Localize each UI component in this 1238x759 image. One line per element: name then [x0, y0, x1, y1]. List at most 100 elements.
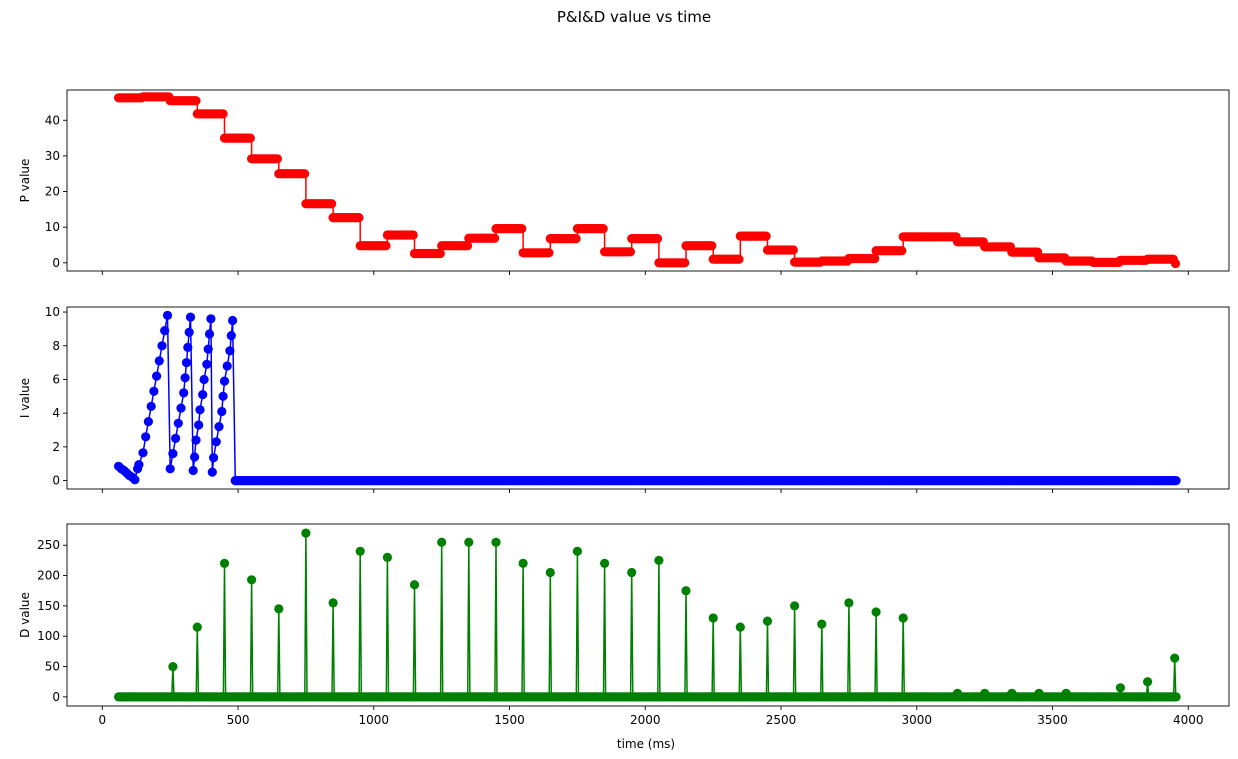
y-tick-label: 0 [52, 690, 60, 704]
d-data-point [274, 604, 284, 614]
d-value-subplot: 0 500 1000 1500 2000 2500 3000 3500 4000 0 50 100 15… [18, 523, 1230, 727]
d-y-axis-label: D value [18, 592, 32, 638]
i-data-point [138, 448, 148, 458]
i-data-point [143, 417, 153, 427]
i-data-point [226, 331, 236, 341]
d-data-point [600, 558, 610, 569]
i-data-point [134, 460, 144, 470]
x-tick-label: 2500 [766, 713, 797, 727]
y-tick-label: 150 [37, 599, 60, 613]
p-data-point [517, 224, 527, 234]
i-data-point [209, 453, 219, 463]
d-data-point [790, 601, 800, 611]
d-data-point [762, 616, 773, 626]
i-data-point [181, 358, 192, 368]
d-data-point [817, 619, 827, 629]
d-data-point [247, 575, 257, 585]
p-data-point [598, 224, 608, 234]
p-data-point [435, 248, 445, 259]
d-data-point [1061, 688, 1071, 698]
p-data-point [272, 154, 282, 164]
d-data-point [572, 546, 583, 556]
y-tick-label: 30 [45, 149, 60, 163]
y-tick-label: 10 [45, 220, 60, 234]
d-data-point [681, 586, 691, 596]
d-data-point [1115, 683, 1125, 693]
p-data-point [191, 96, 201, 106]
x-tick-label: 3000 [902, 713, 933, 727]
p-data-point [571, 234, 581, 244]
y-tick-label: 250 [37, 538, 60, 552]
d-data-point [1007, 688, 1017, 698]
i-data-point [214, 422, 224, 432]
i-data-point [219, 376, 230, 386]
d-data-point [735, 622, 745, 632]
i-series [114, 310, 1181, 486]
i-data-point [207, 467, 217, 477]
d-data-point [1034, 688, 1044, 698]
d-data-point [437, 537, 447, 547]
y-tick-label: 0 [52, 474, 60, 488]
d-data-point [192, 622, 202, 632]
x-tick-label: 3500 [1037, 713, 1068, 727]
p-data-point [490, 233, 500, 243]
d-data-point [301, 528, 311, 538]
y-tick-label: 6 [52, 372, 60, 386]
d-data-point [545, 567, 555, 578]
i-data-point [152, 371, 162, 381]
d-data-point [219, 558, 230, 569]
d-data-point [1170, 653, 1180, 663]
i-data-point [202, 359, 212, 369]
i-data-point [165, 464, 175, 474]
y-tick-label: 40 [45, 113, 60, 127]
p-data-point [408, 230, 418, 240]
p-data-point [218, 109, 228, 119]
y-tick-label: 2 [52, 440, 60, 454]
i-data-point [218, 391, 228, 401]
p-y-axis-label: P value [18, 159, 32, 203]
d-data-point [409, 580, 420, 590]
p-data-point [788, 245, 798, 255]
i-data-point [195, 405, 205, 415]
i-data-point [149, 386, 159, 396]
i-data-point [185, 312, 196, 322]
i-data-point [204, 329, 215, 339]
x-tick-label: 0 [98, 713, 106, 727]
p-data-point [300, 169, 310, 179]
d-data-point [952, 688, 963, 698]
d-data-point [464, 537, 474, 547]
d-data-point [328, 598, 338, 608]
d-data-point [518, 558, 528, 569]
p-data-point [327, 199, 337, 209]
i-data-point [176, 403, 186, 413]
d-series [114, 528, 1181, 702]
y-tick-label: 4 [52, 406, 60, 420]
i-data-point [130, 475, 140, 485]
i-data-point [190, 452, 200, 462]
x-axis-label: time (ms) [617, 737, 675, 751]
x-tick-label: 1500 [494, 713, 525, 727]
d-data-point [871, 607, 881, 617]
y-tick-label: 100 [37, 629, 60, 643]
p-data-point [1170, 258, 1181, 269]
y-tick-label: 50 [45, 660, 60, 674]
x-tick-label: 4000 [1173, 713, 1204, 727]
d-data-point [1143, 677, 1153, 687]
i-data-point [203, 344, 213, 354]
x-tick-label: 2000 [630, 713, 661, 727]
i-value-subplot: 0 2 4 6 8 10 I value [18, 305, 1230, 493]
i-data-point [211, 437, 221, 447]
i-data-point [198, 390, 208, 400]
figure-title: P&I&D value vs time [557, 8, 711, 26]
d-data-point [355, 546, 365, 556]
x-tick-label: 500 [227, 713, 250, 727]
i-data-point [154, 356, 164, 366]
i-data-point [179, 388, 189, 398]
i-data-point [146, 401, 156, 411]
i-data-point [184, 327, 194, 337]
y-tick-label: 0 [52, 256, 60, 270]
i-data-point [183, 342, 193, 352]
i-data-point [160, 326, 170, 336]
p-data-point [381, 241, 391, 251]
